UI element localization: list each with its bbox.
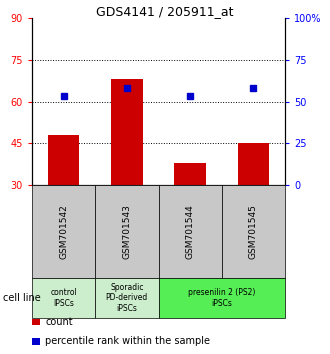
Text: count: count [45, 317, 73, 327]
Bar [48, 135, 80, 185]
Text: presenilin 2 (PS2)
iPSCs: presenilin 2 (PS2) iPSCs [188, 288, 255, 308]
Text: GSM701544: GSM701544 [185, 204, 195, 259]
Bar [238, 143, 269, 185]
Text: percentile rank within the sample: percentile rank within the sample [45, 336, 210, 347]
Bar [174, 163, 206, 185]
Text: GDS4141 / 205911_at: GDS4141 / 205911_at [96, 5, 234, 18]
Bar [111, 79, 143, 185]
Text: control
IPSCs: control IPSCs [50, 288, 77, 308]
Text: GSM701543: GSM701543 [122, 204, 131, 259]
Text: Sporadic
PD-derived
iPSCs: Sporadic PD-derived iPSCs [106, 283, 148, 313]
Text: GSM701545: GSM701545 [249, 204, 258, 259]
Text: cell line: cell line [3, 293, 41, 303]
Text: GSM701542: GSM701542 [59, 204, 68, 259]
